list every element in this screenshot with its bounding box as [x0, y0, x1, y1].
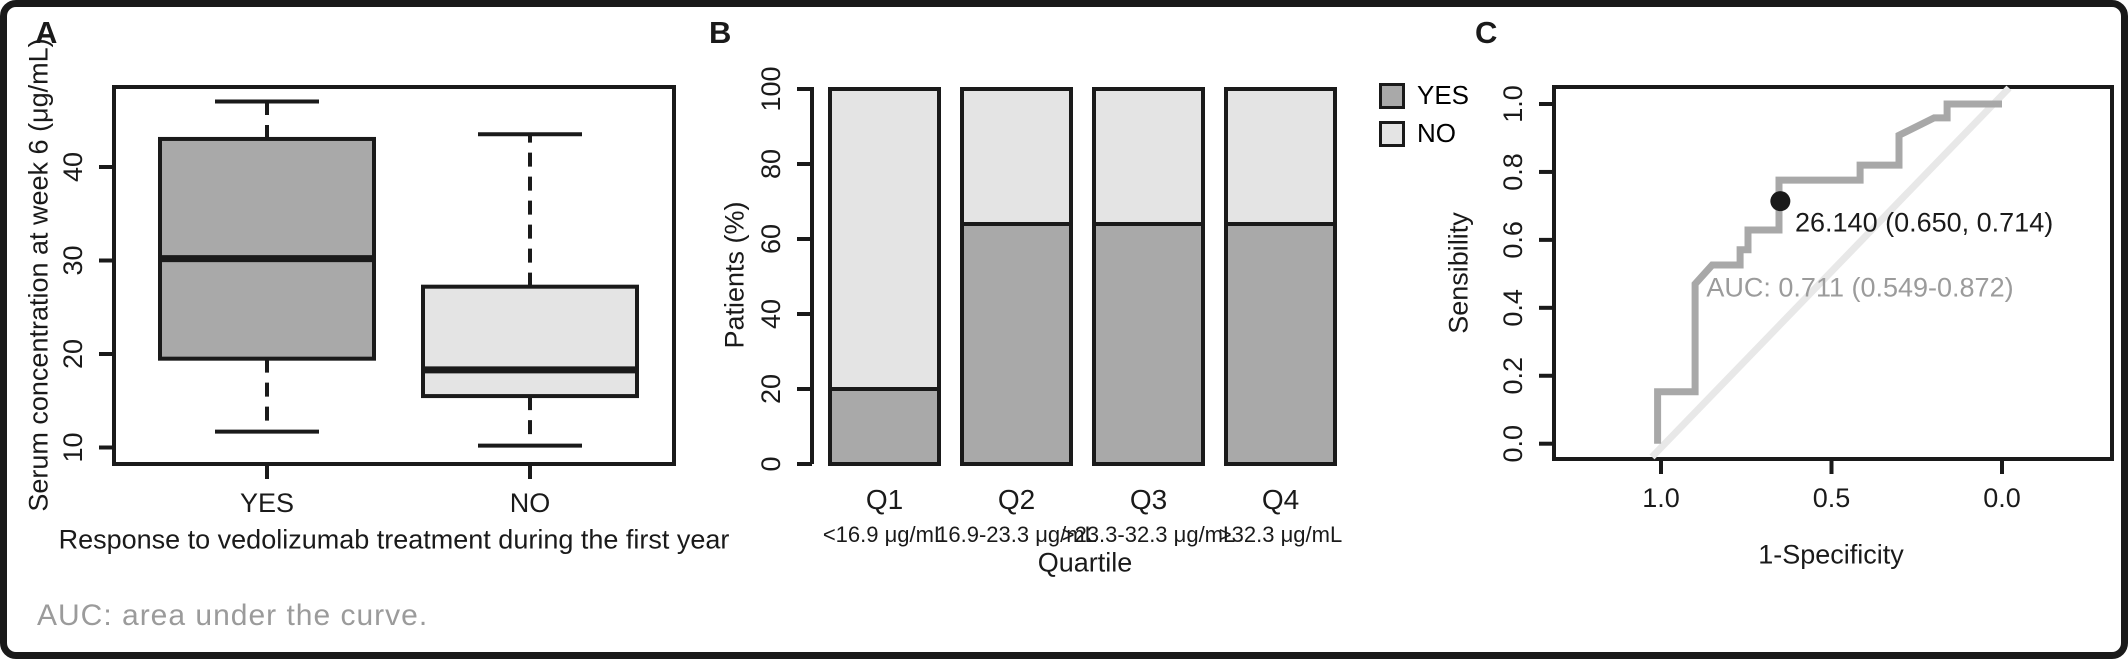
panel-a-title: A: [35, 15, 58, 50]
legend-swatch-no: [1379, 120, 1405, 147]
footer-note: AUC: area under the curve.: [37, 599, 429, 632]
panel-c-ytick-label: 0.4: [1498, 289, 1528, 327]
panel-b-range-label: <16.9 μg/mL: [823, 522, 946, 547]
panel-b-ytick-label: 0: [756, 456, 786, 471]
legend-row-yes: YES: [1379, 80, 1469, 111]
panel-a-ytick-label: 40: [58, 152, 88, 182]
bar-no-q4: [1224, 87, 1337, 226]
panel-a-group-label: NO: [510, 488, 551, 518]
panel-c-ytick-label: 0.6: [1498, 221, 1528, 259]
panel-c-ytick-label: 0.0: [1498, 425, 1528, 463]
panel-b-ytick-label: 80: [756, 149, 786, 179]
roc-optimal-point: [1770, 191, 1791, 212]
panel-b-title: B: [709, 15, 732, 50]
legend: YES NO: [1379, 80, 1469, 149]
panel-b-category-label: Q2: [998, 484, 1035, 515]
bar-yes-q4: [1224, 222, 1337, 466]
legend-swatch-yes: [1379, 82, 1405, 109]
panel-b-ytick-label: 20: [756, 374, 786, 404]
panel-a-ylabel: Serum concentration at week 6 (μg/mL): [23, 38, 54, 512]
bar-yes-q3: [1092, 222, 1205, 466]
panel-b-range-label: 16.9-23.3 μg/mL: [936, 522, 1097, 547]
legend-label-no: NO: [1417, 118, 1456, 148]
roc-threshold-annotation: 26.140 (0.650, 0.714): [1795, 207, 2054, 238]
panel-c-ytick-label: 0.2: [1498, 357, 1528, 395]
panel-c-xlabel: 1-Specificity: [1758, 539, 1904, 570]
panel-b-xlabel: Quartile: [1037, 547, 1133, 578]
panel-b-ytick-label: 40: [756, 299, 786, 329]
bar-no-q1: [828, 87, 941, 391]
panel-b-range-label: >32.3 μg/mL: [1219, 522, 1342, 547]
panel-a-ytick-label: 20: [58, 339, 88, 369]
panel-a-frame: [112, 85, 676, 466]
panel-c-xtick-label: 0.0: [1983, 483, 2021, 513]
panel-c-xtick-label: 0.5: [1813, 483, 1851, 513]
figure-canvas: 10 20 30 40 YES NO 0 20 40 60 80 100 Q1 <16.9 μg/mL Q2…: [58, 66, 2114, 547]
panel-a-ytick-label: 10: [58, 432, 88, 462]
panel-b-category-label: Q1: [866, 484, 903, 515]
panel-c-ytick-label: 1.0: [1498, 85, 1528, 123]
box-yes: [158, 136, 376, 361]
panel-b-ytick-label: 100: [756, 66, 786, 111]
panel-c-ylabel: Sensibility: [1443, 212, 1474, 334]
bar-yes-q1: [828, 387, 941, 466]
panel-b-range-label: >23.3-32.3 μg/mL: [1062, 522, 1236, 547]
legend-label-yes: YES: [1417, 80, 1470, 110]
chance-diagonal-line: [1649, 85, 2012, 460]
bar-no-q2: [960, 87, 1073, 226]
panel-b-ytick-label: 60: [756, 224, 786, 254]
panel-a-ytick-label: 30: [58, 245, 88, 275]
bar-yes-q2: [960, 222, 1073, 466]
panel-c-ytick-label: 0.8: [1498, 153, 1528, 191]
panel-c-xtick-label: 1.0: [1642, 483, 1680, 513]
box-no: [421, 284, 639, 399]
panel-c-title: C: [1475, 15, 1498, 50]
roc-auc-annotation: AUC: 0.711 (0.549-0.872): [1706, 272, 2014, 303]
panel-b-category-label: Q3: [1130, 484, 1167, 515]
bar-no-q3: [1092, 87, 1205, 226]
legend-row-no: NO: [1379, 118, 1469, 149]
panel-b-ylabel: Patients (%): [719, 201, 750, 349]
panel-a-xlabel: Response to vedolizumab treatment during…: [58, 524, 730, 555]
panel-b-category-label: Q4: [1262, 484, 1299, 515]
panel-a-group-label: YES: [240, 488, 294, 518]
roc-curve: [1654, 100, 2002, 444]
